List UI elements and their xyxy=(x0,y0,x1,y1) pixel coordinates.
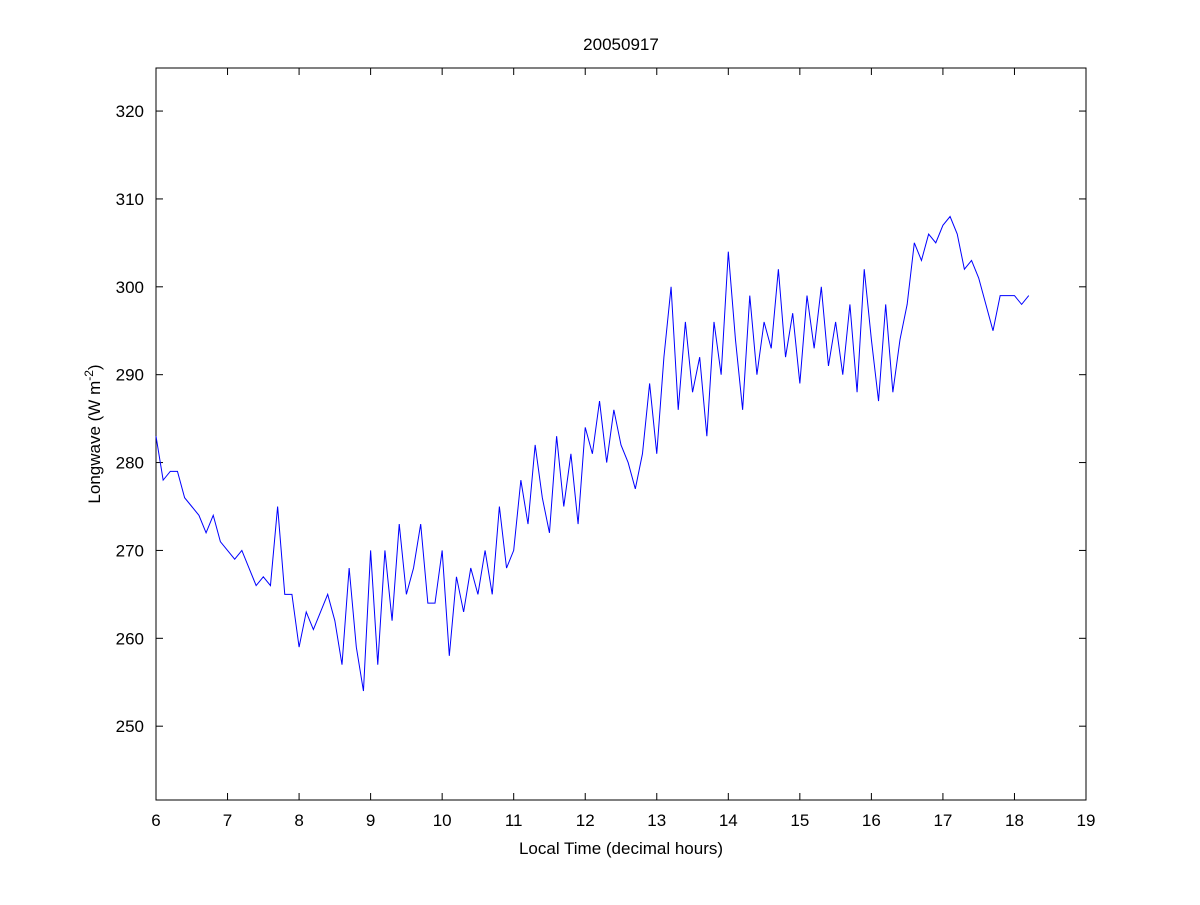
x-axis-label: Local Time (decimal hours) xyxy=(519,839,723,858)
chart-title: 20050917 xyxy=(583,35,659,54)
y-tick-label: 250 xyxy=(116,717,144,736)
x-tick-label: 8 xyxy=(294,811,303,830)
x-tick-label: 9 xyxy=(366,811,375,830)
y-tick-label: 290 xyxy=(116,366,144,385)
y-tick-label: 280 xyxy=(116,454,144,473)
y-label-suffix: ) xyxy=(85,364,104,370)
y-label-text: Longwave (W m xyxy=(85,381,104,504)
x-tick-label: 11 xyxy=(505,811,523,830)
data-line xyxy=(155,215,1030,692)
y-tick-label: 300 xyxy=(116,278,144,297)
x-tick-label: 7 xyxy=(223,811,232,830)
x-tick-label: 18 xyxy=(1005,811,1024,830)
x-tick-label: 15 xyxy=(790,811,809,830)
y-tick-label: 270 xyxy=(116,541,144,560)
y-tick-label: 260 xyxy=(116,629,144,648)
y-axis-label: Longwave (W m-2) xyxy=(82,364,104,503)
x-tick-label: 12 xyxy=(576,811,595,830)
x-tick-label: 14 xyxy=(719,811,738,830)
plot-box xyxy=(155,67,1087,801)
x-tick-label: 19 xyxy=(1077,811,1096,830)
x-tick-label: 6 xyxy=(151,811,160,830)
x-tick-label: 17 xyxy=(933,811,952,830)
y-label-sup: -2 xyxy=(82,370,96,381)
y-tick-label: 310 xyxy=(116,190,144,209)
y-tick-label: 320 xyxy=(116,102,144,121)
x-tick-label: 13 xyxy=(647,811,666,830)
x-tick-label: 10 xyxy=(433,811,452,830)
x-tick-label: 16 xyxy=(862,811,881,830)
